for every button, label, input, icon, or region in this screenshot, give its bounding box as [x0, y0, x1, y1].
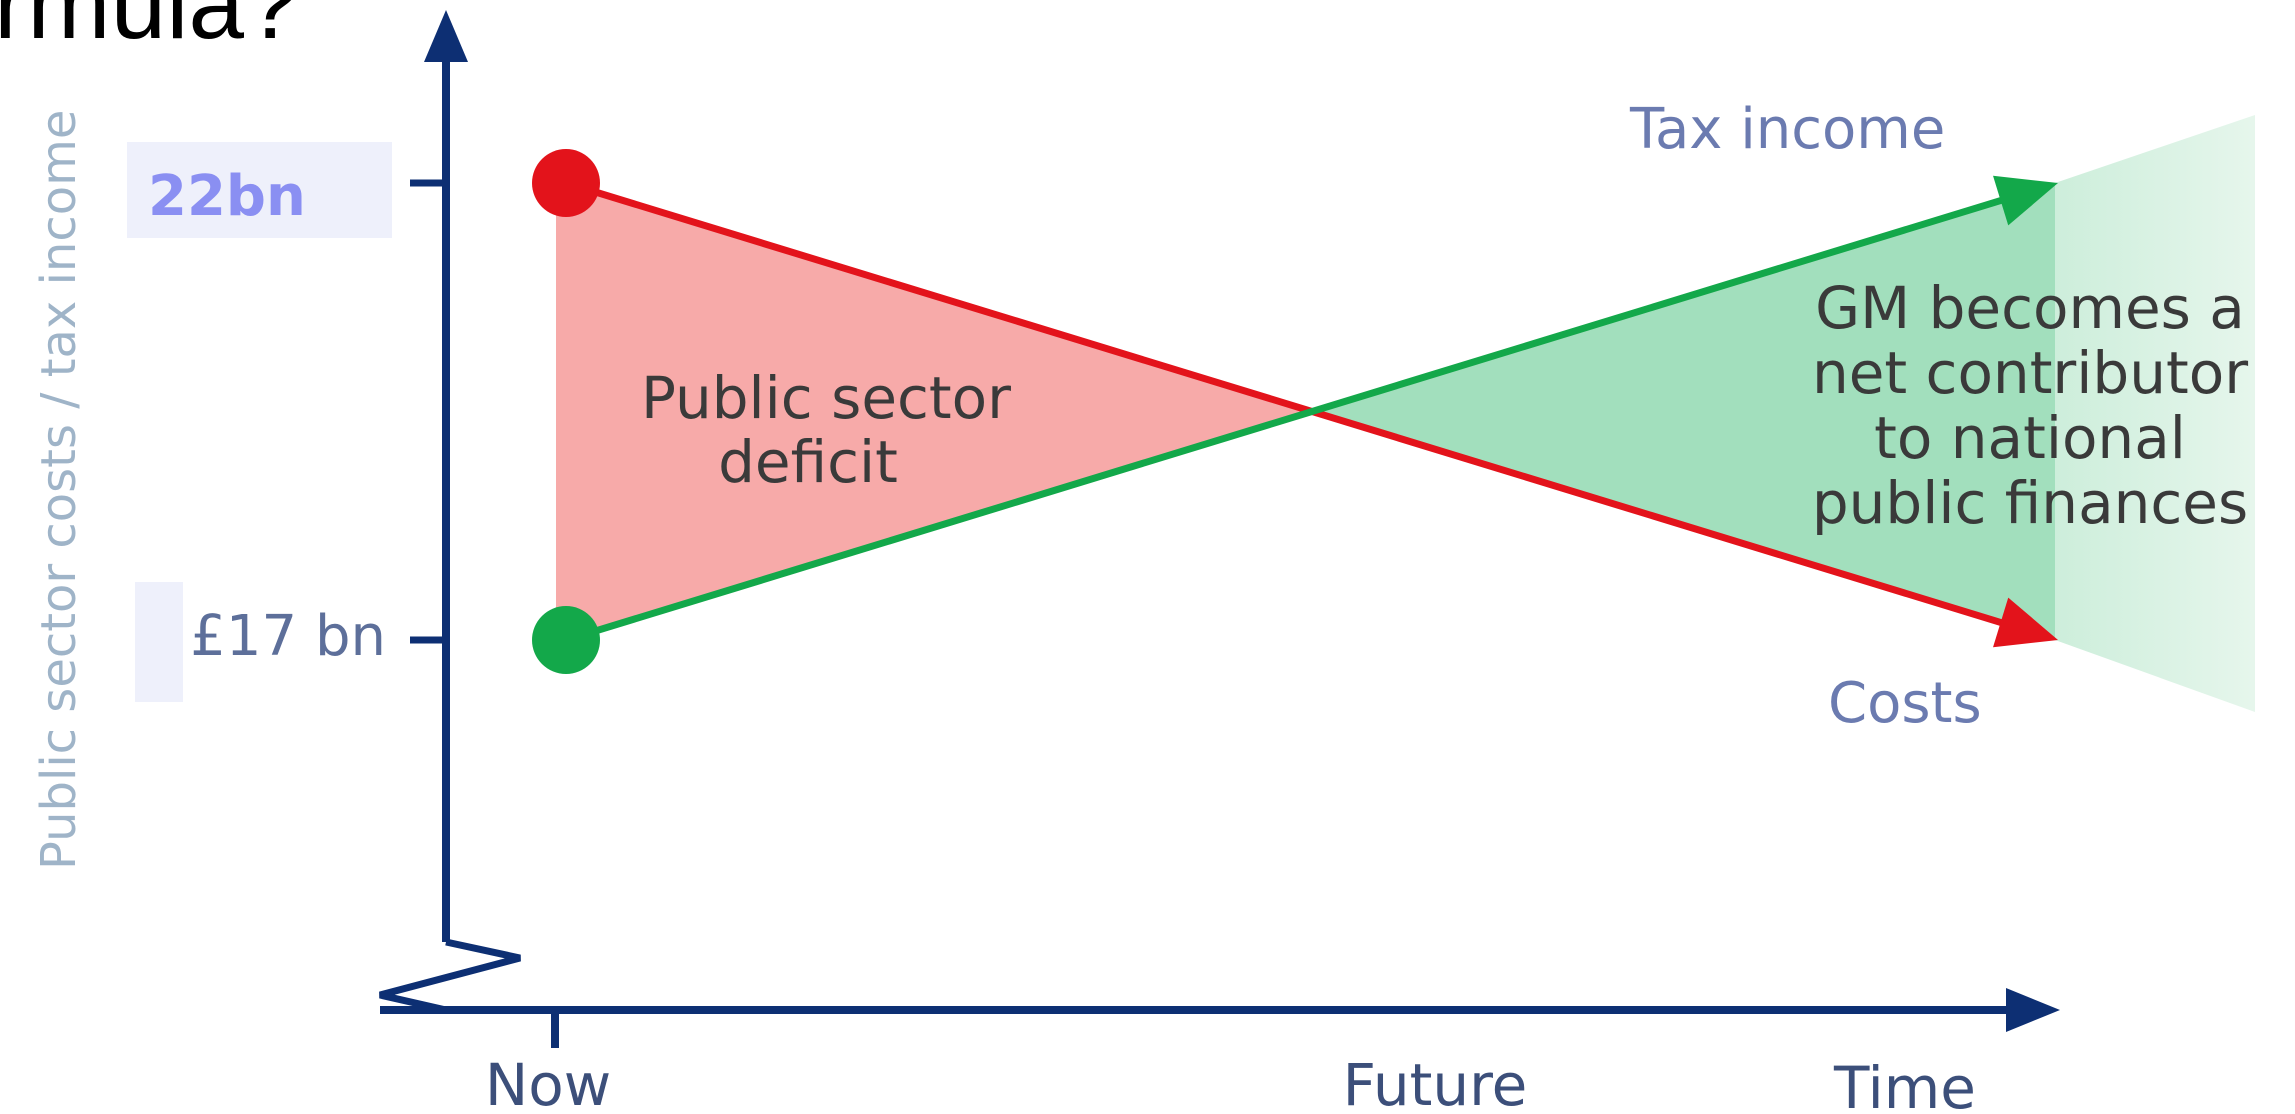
series-line-tax-income: [564, 191, 2021, 644]
surplus-label-line2: net contributor: [1812, 339, 2248, 407]
x-tick-label-now: Now: [485, 1051, 611, 1114]
y-axis-arrow: [424, 10, 468, 62]
deficit-region: [556, 183, 1312, 640]
badge-17bn-bg: [135, 582, 183, 702]
x-tick-label-future: Future: [1343, 1051, 1528, 1114]
series-line-costs: [564, 179, 2021, 632]
surplus-region: [1312, 183, 2055, 640]
y-axis-label: Public sector costs / tax income: [31, 110, 87, 870]
y-tick-label-17bn: £17 bn: [190, 604, 386, 669]
series-label-costs: Costs: [1828, 671, 1982, 736]
badge-22bn-bg: [127, 142, 392, 238]
deficit-label-line2: deficit: [718, 428, 898, 496]
tax-income-arrowhead: [1993, 175, 2058, 226]
surplus-label-line1: GM becomes a: [1815, 274, 2245, 342]
axis-break: [379, 938, 521, 1014]
slide-title-fragment: rmula?: [0, 0, 300, 60]
costs-arrowhead: [1993, 597, 2058, 648]
series-label-tax-income: Tax income: [1629, 97, 1945, 162]
deficit-label-line1: Public sector: [641, 364, 1011, 432]
y-tick-label-22bn: 22bn: [148, 164, 306, 229]
tax-income-start-point: [532, 606, 600, 674]
costs-start-point: [532, 149, 600, 217]
surplus-label-line3: to national: [1874, 404, 2186, 472]
x-axis-arrow: [2006, 988, 2060, 1032]
axes: [379, 10, 2060, 1048]
surplus-label-line4: public finances: [1812, 469, 2248, 537]
x-tick-label-time: Time: [1833, 1054, 1976, 1114]
surplus-fade-region: [2055, 115, 2255, 712]
